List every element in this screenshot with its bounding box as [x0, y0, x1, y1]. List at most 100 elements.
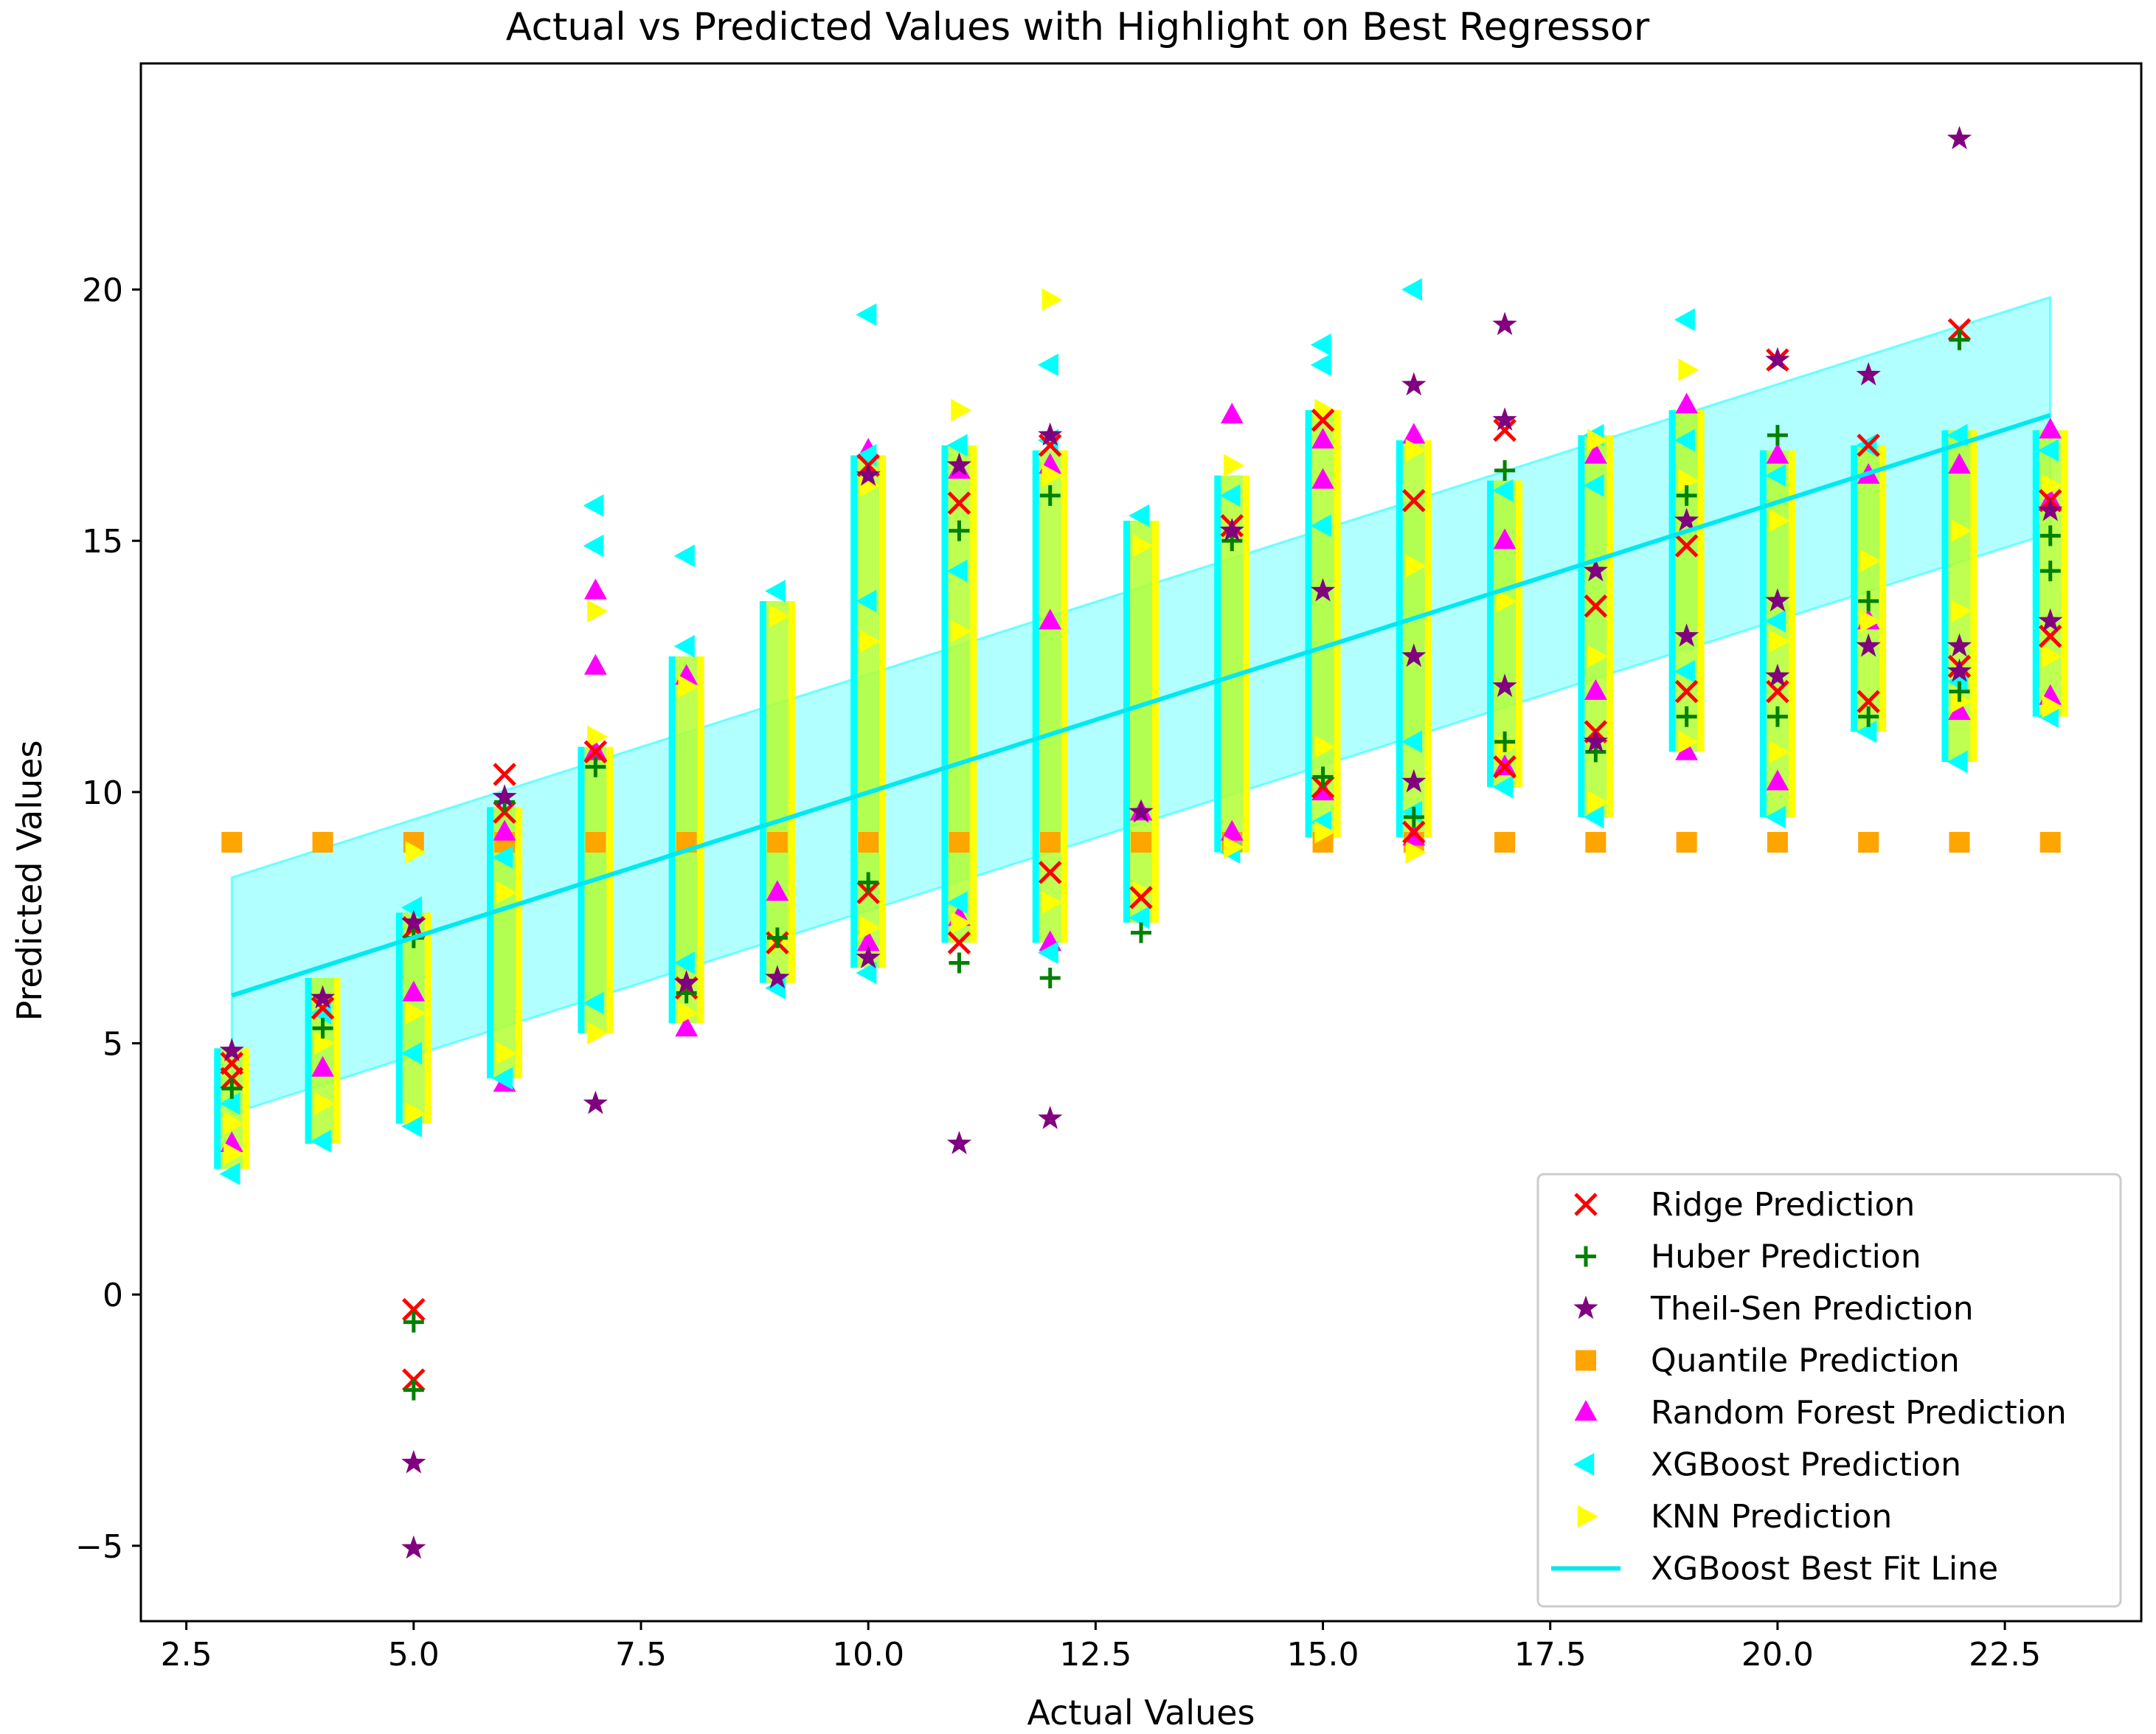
- legend-marker-knn-prediction: [1577, 1505, 1598, 1528]
- legend: Ridge Prediction Huber Prediction Theil-Se…: [1536, 1173, 2122, 1608]
- x-tick-label: 5.0: [388, 1636, 440, 1674]
- prediction-column-knn-17: [1516, 480, 1523, 788]
- point-theil-sen-prediction: [2038, 497, 2063, 521]
- point-random-forest-prediction: [583, 578, 607, 600]
- point-knn-prediction: [1769, 740, 1790, 763]
- point-huber-prediction: [312, 1018, 333, 1039]
- point-huber-prediction: [1767, 425, 1788, 446]
- point-xgboost-prediction: [1765, 609, 1786, 633]
- point-random-forest-prediction: [1402, 423, 1426, 444]
- chart-title: Actual vs Predicted Values with Highligh…: [506, 5, 1650, 49]
- point-quantile-prediction: [1585, 832, 1606, 853]
- point-ridge-prediction: [1311, 408, 1335, 432]
- point-ridge-prediction: [1584, 594, 1608, 618]
- point-random-forest-prediction: [766, 880, 789, 901]
- legend-marker-huber-prediction: [1576, 1246, 1596, 1267]
- y-tick-label: 10: [82, 774, 123, 812]
- point-xgboost-prediction: [1401, 278, 1423, 301]
- point-quantile-prediction: [312, 832, 333, 853]
- point-xgboost-prediction: [673, 951, 695, 974]
- legend-marker-random-forest-prediction: [1574, 1400, 1598, 1421]
- prediction-column-xgb-3: [214, 1048, 221, 1169]
- point-random-forest-prediction: [1766, 769, 1789, 791]
- point-theil-sen-prediction: [1856, 361, 1881, 386]
- point-random-forest-prediction: [2039, 417, 2062, 439]
- point-random-forest-prediction: [1948, 453, 1971, 474]
- point-huber-prediction: [1676, 485, 1697, 506]
- point-knn-prediction: [951, 620, 972, 643]
- prediction-column-xgb-13: [1123, 520, 1130, 923]
- point-knn-prediction: [1041, 464, 1063, 488]
- point-knn-prediction: [1587, 429, 1609, 452]
- point-knn-prediction: [1859, 609, 1881, 633]
- point-theil-sen-prediction: [401, 1449, 426, 1474]
- point-xgboost-prediction: [583, 494, 604, 517]
- point-ridge-prediction: [1402, 820, 1426, 845]
- point-huber-prediction: [1858, 590, 1879, 611]
- point-ridge-prediction: [947, 931, 971, 955]
- point-theil-sen-prediction: [1310, 578, 1336, 602]
- point-knn-prediction: [1587, 791, 1609, 814]
- point-huber-prediction: [1767, 706, 1788, 727]
- point-theil-sen-prediction: [401, 1535, 426, 1559]
- prediction-column-12: [1039, 450, 1061, 943]
- point-ridge-prediction: [1129, 886, 1153, 909]
- point-ridge-prediction: [1402, 488, 1426, 513]
- point-random-forest-prediction: [1584, 443, 1607, 464]
- point-ridge-prediction: [1038, 434, 1062, 457]
- prediction-column-xgb-19: [1668, 410, 1676, 752]
- point-xgboost-prediction: [1310, 353, 1331, 377]
- point-theil-sen-prediction: [401, 909, 426, 934]
- prediction-column-xgb-16: [1396, 440, 1403, 838]
- point-knn-prediction: [496, 1041, 517, 1065]
- point-xgboost-prediction: [1037, 941, 1058, 965]
- point-knn-prediction: [587, 1022, 609, 1045]
- point-random-forest-prediction: [1311, 428, 1334, 449]
- legend-entry-ridge-prediction: Ridge Prediction: [1574, 1186, 1915, 1224]
- point-theil-sen-prediction: [2038, 608, 2063, 632]
- point-theil-sen-prediction: [1856, 633, 1881, 657]
- point-ridge-prediction: [1857, 690, 1880, 714]
- point-knn-prediction: [1951, 519, 1972, 542]
- point-ridge-prediction: [493, 763, 516, 786]
- series-knn-prediction: [223, 288, 2063, 1165]
- prediction-column-xgb-21: [1851, 445, 1858, 732]
- point-theil-sen-prediction: [1583, 558, 1608, 582]
- point-knn-prediction: [1041, 288, 1063, 311]
- point-huber-prediction: [1858, 706, 1879, 727]
- point-theil-sen-prediction: [1583, 729, 1608, 752]
- prediction-column-knn-22: [1970, 430, 1978, 762]
- point-ridge-prediction: [1857, 434, 1880, 457]
- point-xgboost-prediction: [856, 961, 877, 985]
- x-tick-label: 17.5: [1514, 1636, 1587, 1674]
- point-theil-sen-prediction: [1401, 643, 1427, 667]
- y-axis: −5 0 5 10 15 20: [75, 272, 141, 1566]
- point-huber-prediction: [585, 756, 606, 777]
- point-knn-prediction: [1587, 645, 1609, 668]
- point-xgboost-prediction: [401, 1041, 423, 1065]
- point-random-forest-prediction: [1948, 699, 1971, 721]
- x-axis-label: Actual Values: [1027, 1693, 1255, 1733]
- point-xgboost-prediction: [492, 846, 513, 869]
- prediction-column-xgb-5: [395, 912, 403, 1124]
- point-random-forest-prediction: [1220, 819, 1244, 841]
- x-tick-label: 20.0: [1741, 1636, 1814, 1674]
- point-quantile-prediction: [585, 832, 606, 853]
- legend-marker-xgboost-prediction: [1573, 1453, 1595, 1476]
- point-random-forest-prediction: [1766, 443, 1789, 464]
- point-xgboost-prediction: [1765, 464, 1786, 488]
- x-tick-label: 22.5: [1969, 1636, 2041, 1674]
- prediction-column-xgb-22: [1941, 430, 1949, 762]
- prediction-column-knn-3: [243, 1048, 250, 1169]
- point-theil-sen-prediction: [310, 985, 336, 1009]
- point-knn-prediction: [405, 841, 426, 864]
- point-theil-sen-prediction: [856, 945, 881, 968]
- xgboost-best-fit-line: [231, 413, 2051, 998]
- point-random-forest-prediction: [856, 930, 880, 951]
- point-knn-prediction: [1769, 509, 1790, 533]
- point-xgboost-prediction: [1219, 484, 1241, 507]
- best-fit-line-layer: [231, 413, 2051, 998]
- point-xgboost-prediction: [1947, 750, 1968, 774]
- point-huber-prediction: [1131, 922, 1151, 943]
- point-xgboost-prediction: [946, 891, 968, 915]
